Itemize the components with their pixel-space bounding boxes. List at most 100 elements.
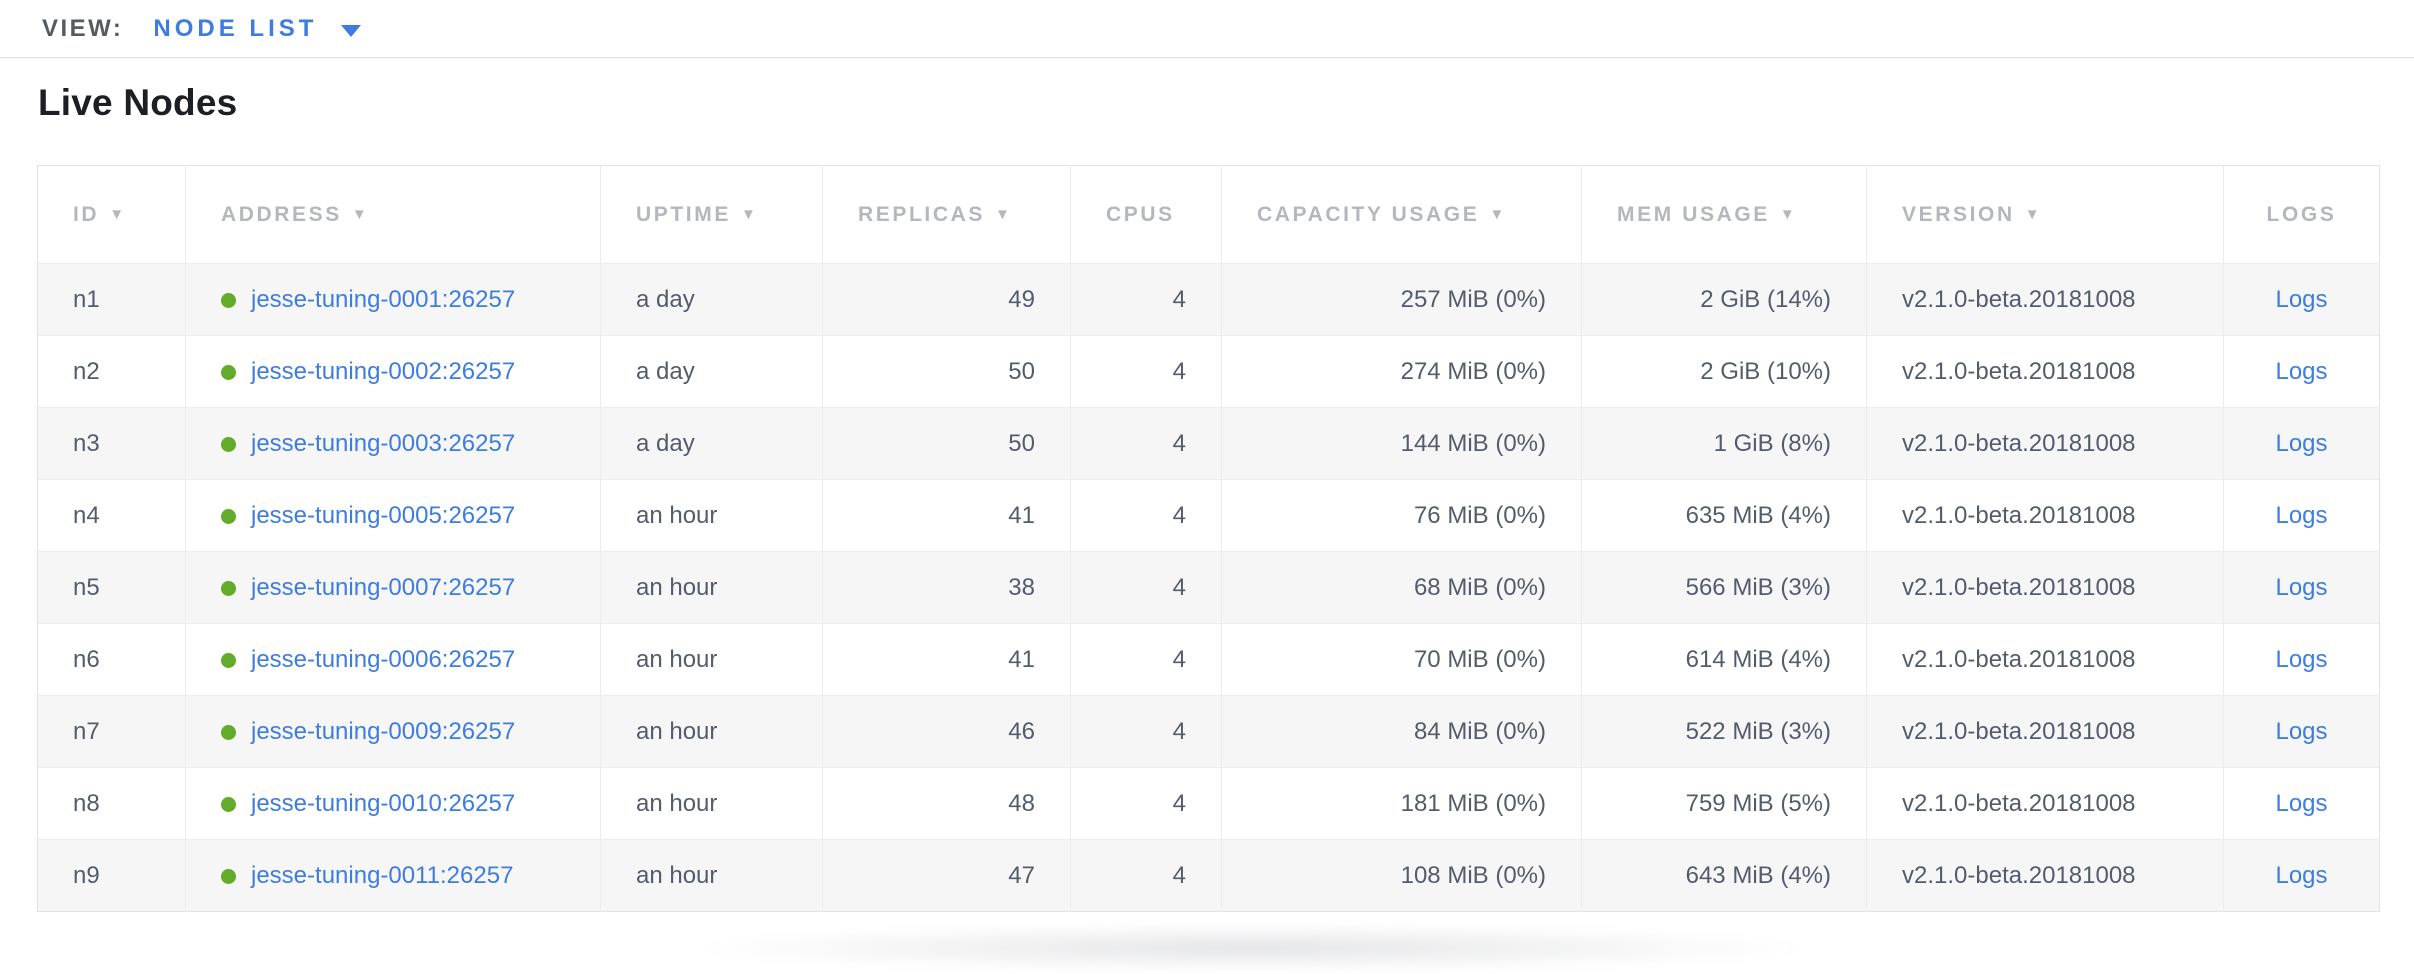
node-address-link[interactable]: jesse-tuning-0005:26257 bbox=[251, 501, 516, 529]
node-live-status-icon bbox=[221, 652, 236, 668]
column-header-label: UPTIME bbox=[636, 202, 731, 226]
cell-capacity: 144 MiB (0%) bbox=[1221, 407, 1582, 480]
cell-capacity: 257 MiB (0%) bbox=[1221, 263, 1582, 336]
cell-cpus: 4 bbox=[1070, 263, 1222, 336]
cell-uptime: a day bbox=[600, 263, 823, 336]
node-address-link[interactable]: jesse-tuning-0006:26257 bbox=[251, 645, 516, 673]
node-logs-link[interactable]: Logs bbox=[2275, 789, 2328, 817]
node-logs-link[interactable]: Logs bbox=[2275, 861, 2328, 889]
cell-replicas: 41 bbox=[822, 479, 1071, 552]
cell-uptime: a day bbox=[600, 407, 823, 480]
node-live-status-icon bbox=[221, 580, 236, 596]
cell-address: jesse-tuning-0009:26257 bbox=[185, 695, 601, 768]
sort-desc-icon: ▼ bbox=[109, 205, 127, 223]
node-live-status-icon bbox=[221, 868, 236, 884]
cell-replicas: 48 bbox=[822, 767, 1071, 840]
node-address-link[interactable]: jesse-tuning-0009:26257 bbox=[251, 717, 516, 745]
live-nodes-table-container: ID ▼ ADDRESS ▼ UPTIME ▼ REPLICAS ▼ CPUS CAPACITY … bbox=[37, 165, 2414, 912]
cell-replicas: 41 bbox=[822, 623, 1071, 696]
cell-version: v2.1.0-beta.20181008 bbox=[1866, 335, 2224, 408]
cell-mem: 566 MiB (3%) bbox=[1581, 551, 1867, 624]
cell-mem: 1 GiB (8%) bbox=[1581, 407, 1867, 480]
column-header-label: VERSION bbox=[1902, 202, 2015, 226]
node-live-status-icon bbox=[221, 724, 236, 740]
cell-uptime: a day bbox=[600, 335, 823, 408]
cell-capacity: 274 MiB (0%) bbox=[1221, 335, 1582, 408]
node-address-link[interactable]: jesse-tuning-0002:26257 bbox=[251, 357, 516, 385]
cell-logs: Logs bbox=[2223, 335, 2380, 408]
column-header-label: ID bbox=[73, 202, 100, 226]
node-logs-link[interactable]: Logs bbox=[2275, 573, 2328, 601]
node-live-status-icon bbox=[221, 508, 236, 524]
column-header-mem[interactable]: MEM USAGE ▼ bbox=[1581, 165, 1867, 264]
node-address-link[interactable]: jesse-tuning-0010:26257 bbox=[251, 789, 516, 817]
sort-desc-icon: ▼ bbox=[351, 205, 370, 223]
cell-logs: Logs bbox=[2223, 407, 2380, 480]
cell-capacity: 108 MiB (0%) bbox=[1221, 839, 1582, 912]
column-header-replicas[interactable]: REPLICAS ▼ bbox=[822, 165, 1071, 264]
cell-address: jesse-tuning-0007:26257 bbox=[185, 551, 601, 624]
table-row: n5 jesse-tuning-0007:26257 an hour 38 4 68 Mi… bbox=[37, 551, 2380, 624]
cell-replicas: 47 bbox=[822, 839, 1071, 912]
column-header-address[interactable]: ADDRESS ▼ bbox=[185, 165, 601, 264]
node-live-status-icon bbox=[221, 436, 236, 452]
cell-address: jesse-tuning-0001:26257 bbox=[185, 263, 601, 336]
cell-logs: Logs bbox=[2223, 695, 2380, 768]
cell-mem: 614 MiB (4%) bbox=[1581, 623, 1867, 696]
cell-logs: Logs bbox=[2223, 767, 2380, 840]
node-logs-link[interactable]: Logs bbox=[2275, 357, 2328, 385]
sort-desc-icon: ▼ bbox=[994, 205, 1013, 223]
node-address-link[interactable]: jesse-tuning-0011:26257 bbox=[251, 861, 514, 889]
node-logs-link[interactable]: Logs bbox=[2275, 285, 2328, 313]
cell-mem: 2 GiB (14%) bbox=[1581, 263, 1867, 336]
cell-id: n8 bbox=[37, 767, 186, 840]
table-row: n4 jesse-tuning-0005:26257 an hour 41 4 76 Mi… bbox=[37, 479, 2380, 552]
cell-mem: 2 GiB (10%) bbox=[1581, 335, 1867, 408]
column-header-version[interactable]: VERSION ▼ bbox=[1866, 165, 2224, 264]
cell-address: jesse-tuning-0010:26257 bbox=[185, 767, 601, 840]
cell-replicas: 50 bbox=[822, 335, 1071, 408]
cell-capacity: 181 MiB (0%) bbox=[1221, 767, 1582, 840]
cell-uptime: an hour bbox=[600, 623, 823, 696]
node-address-link[interactable]: jesse-tuning-0001:26257 bbox=[251, 285, 516, 313]
sort-desc-icon: ▼ bbox=[1489, 205, 1507, 223]
view-selector-dropdown[interactable]: NODE LIST bbox=[153, 14, 362, 43]
column-header-uptime[interactable]: UPTIME ▼ bbox=[600, 165, 823, 264]
cell-version: v2.1.0-beta.20181008 bbox=[1866, 839, 2224, 912]
node-live-status-icon bbox=[221, 364, 236, 380]
column-header-label: CPUS bbox=[1106, 202, 1175, 226]
cell-version: v2.1.0-beta.20181008 bbox=[1866, 767, 2224, 840]
node-logs-link[interactable]: Logs bbox=[2275, 717, 2328, 745]
column-header-label: CAPACITY USAGE bbox=[1257, 202, 1480, 226]
cell-mem: 635 MiB (4%) bbox=[1581, 479, 1867, 552]
cell-cpus: 4 bbox=[1070, 767, 1222, 840]
cell-id: n5 bbox=[37, 551, 186, 624]
cell-id: n2 bbox=[37, 335, 186, 408]
cell-cpus: 4 bbox=[1070, 695, 1222, 768]
cell-version: v2.1.0-beta.20181008 bbox=[1866, 479, 2224, 552]
cell-cpus: 4 bbox=[1070, 335, 1222, 408]
main-content: Live Nodes ID ▼ ADDRESS ▼ UPTIME ▼ REPLICAS ▼ CP… bbox=[0, 81, 2414, 912]
cell-uptime: an hour bbox=[600, 839, 823, 912]
node-logs-link[interactable]: Logs bbox=[2275, 501, 2328, 529]
cell-replicas: 46 bbox=[822, 695, 1071, 768]
node-logs-link[interactable]: Logs bbox=[2275, 429, 2328, 457]
node-address-link[interactable]: jesse-tuning-0003:26257 bbox=[251, 429, 516, 457]
cell-cpus: 4 bbox=[1070, 623, 1222, 696]
column-header-label: MEM USAGE bbox=[1617, 202, 1770, 226]
cell-id: n4 bbox=[37, 479, 186, 552]
table-header-row: ID ▼ ADDRESS ▼ UPTIME ▼ REPLICAS ▼ CPUS CAPACITY … bbox=[37, 165, 2380, 264]
cell-version: v2.1.0-beta.20181008 bbox=[1866, 623, 2224, 696]
cell-replicas: 50 bbox=[822, 407, 1071, 480]
cell-capacity: 68 MiB (0%) bbox=[1221, 551, 1582, 624]
column-header-id[interactable]: ID ▼ bbox=[37, 165, 186, 264]
view-selector-value: NODE LIST bbox=[153, 14, 318, 42]
cell-address: jesse-tuning-0003:26257 bbox=[185, 407, 601, 480]
cell-logs: Logs bbox=[2223, 263, 2380, 336]
cell-capacity: 84 MiB (0%) bbox=[1221, 695, 1582, 768]
page-bottom-shadow bbox=[0, 922, 2414, 974]
cell-version: v2.1.0-beta.20181008 bbox=[1866, 407, 2224, 480]
column-header-capacity[interactable]: CAPACITY USAGE ▼ bbox=[1221, 165, 1582, 264]
node-logs-link[interactable]: Logs bbox=[2275, 645, 2328, 673]
node-address-link[interactable]: jesse-tuning-0007:26257 bbox=[251, 573, 516, 601]
